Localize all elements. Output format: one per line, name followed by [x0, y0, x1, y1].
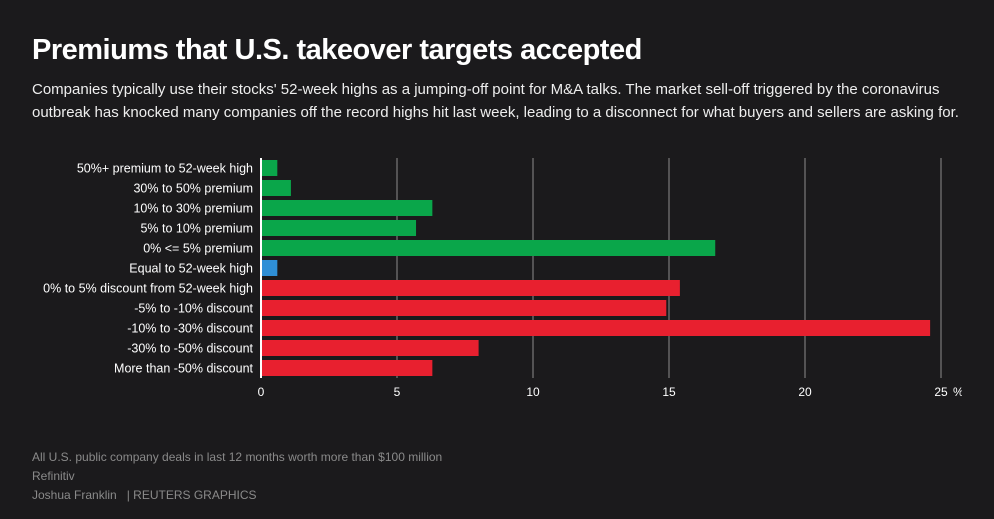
- bar: [261, 360, 433, 376]
- category-label: -30% to -50% discount: [127, 342, 253, 356]
- credit-label: | REUTERS GRAPHICS: [126, 488, 257, 502]
- bar: [261, 240, 716, 256]
- bar: [261, 340, 479, 356]
- chart-subtitle: Companies typically use their stocks' 52…: [32, 81, 959, 121]
- byline: Joshua Franklin | REUTERS GRAPHICS: [32, 486, 442, 505]
- x-tick-label: 10: [526, 385, 540, 399]
- category-label: 30% to 50% premium: [133, 182, 253, 196]
- bar: [261, 160, 278, 176]
- x-tick-label: 25: [934, 385, 948, 399]
- bar: [261, 280, 680, 296]
- bar: [261, 300, 667, 316]
- source-label: Refinitiv: [32, 469, 75, 483]
- category-label: 0% to 5% discount from 52-week high: [43, 282, 253, 296]
- bar: [261, 260, 278, 276]
- category-label: 0% <= 5% premium: [143, 242, 253, 256]
- bar-chart: 50%+ premium to 52-week high 30% to 50% p…: [43, 158, 994, 399]
- category-label: 5% to 10% premium: [140, 222, 253, 236]
- category-label: Equal to 52-week high: [129, 262, 253, 276]
- x-tick-label: 5: [394, 385, 401, 399]
- footer: All U.S. public company deals in last 12…: [32, 448, 442, 505]
- bar: [261, 180, 291, 196]
- category-label: 10% to 30% premium: [133, 202, 253, 216]
- chart-title: Premiums that U.S. takeover targets acce…: [32, 34, 642, 66]
- author-name: Joshua Franklin: [32, 488, 117, 502]
- x-tick-label: 0: [258, 385, 265, 399]
- category-label: More than -50% discount: [114, 362, 253, 376]
- footnote: All U.S. public company deals in last 12…: [32, 450, 443, 464]
- category-label: 50%+ premium to 52-week high: [77, 162, 253, 176]
- bar: [261, 220, 417, 236]
- bar: [261, 320, 931, 336]
- x-tick-label: 15: [662, 385, 676, 399]
- category-label: -5% to -10% discount: [134, 302, 253, 316]
- x-tick-label: 20: [798, 385, 812, 399]
- category-label: -10% to -30% discount: [127, 322, 253, 336]
- x-axis-label: % of de: [953, 385, 994, 399]
- bar: [261, 200, 433, 216]
